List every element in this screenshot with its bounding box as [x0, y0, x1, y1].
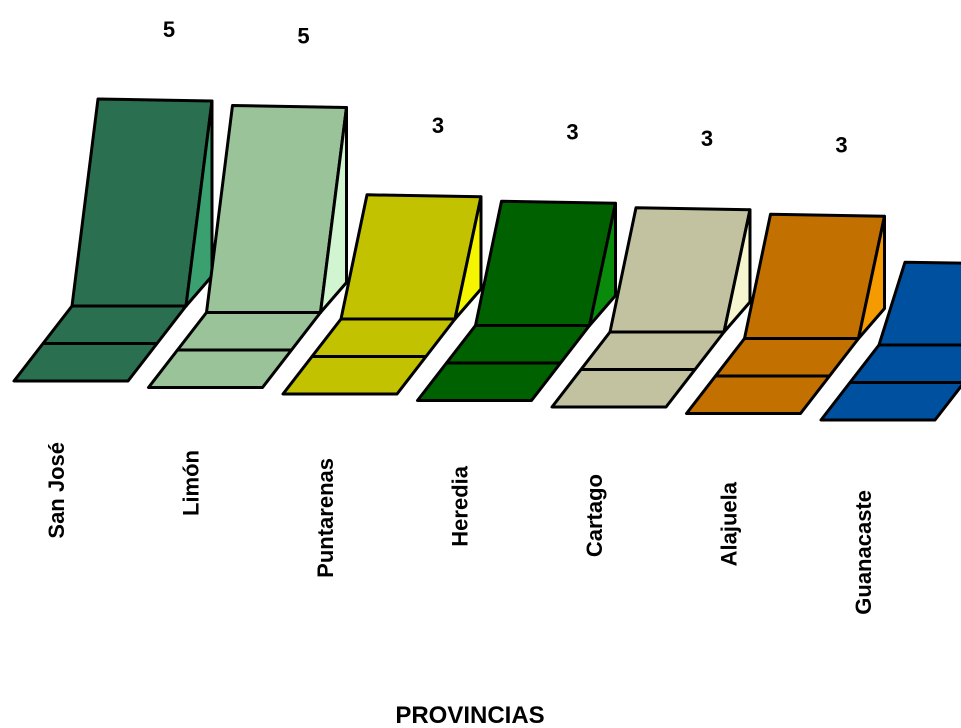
bar	[416, 199, 617, 402]
bar	[550, 206, 752, 409]
x-tick-label: Limón	[179, 450, 204, 516]
x-tick-label: Alajuela	[717, 481, 742, 566]
bar-back-face	[877, 260, 961, 347]
data-label: 3	[566, 119, 578, 144]
x-tick-label: Guanacaste	[851, 490, 876, 615]
bar	[819, 260, 961, 422]
bar	[147, 104, 348, 389]
data-label: 3	[835, 132, 847, 157]
category-labels-group: San José Limón Puntarenas Heredia Cartago Ala…	[44, 442, 876, 615]
x-tick-label: Puntarenas	[313, 458, 338, 578]
bar	[685, 212, 886, 415]
bar-side-face	[722, 208, 752, 334]
bar-side-face	[184, 99, 214, 308]
data-label: 5	[297, 24, 309, 49]
bar-side-face	[588, 201, 617, 327]
bar	[281, 193, 483, 396]
data-label: 5	[163, 17, 175, 42]
data-label: 3	[701, 126, 713, 151]
x-tick-label: Cartago	[582, 474, 607, 557]
x-tick-label: San José	[44, 442, 69, 539]
x-axis-title: PROVINCIAS	[395, 702, 544, 728]
bar-side-face	[857, 214, 886, 340]
bar-side-face	[453, 195, 483, 321]
x-tick-label: Heredia	[448, 465, 473, 546]
bar	[12, 97, 214, 383]
data-label: 3	[432, 113, 444, 138]
bars-group	[12, 97, 961, 422]
value-labels-group: 5533332	[163, 17, 848, 157]
bar-side-face	[319, 106, 348, 314]
